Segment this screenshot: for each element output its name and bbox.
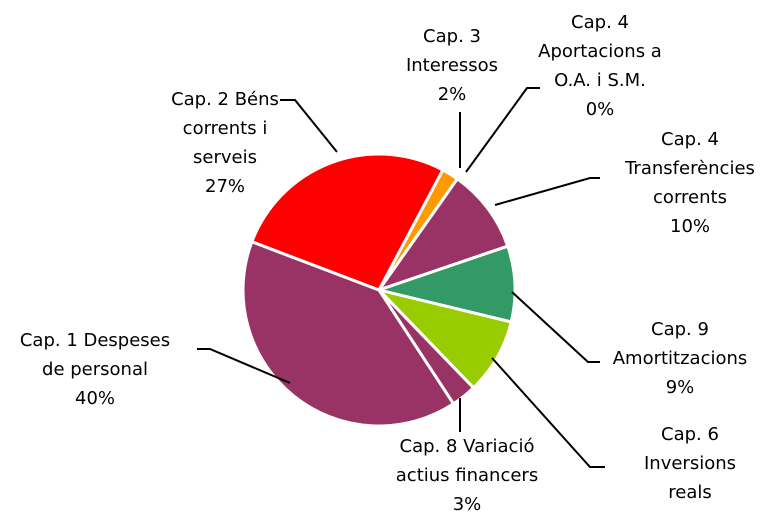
leader-line bbox=[197, 348, 291, 384]
category-label: Cap. 9 Amortitzacions bbox=[612, 319, 748, 369]
leader-line bbox=[494, 177, 600, 206]
value-label: 0% bbox=[585, 99, 615, 120]
slice-label: Cap. 9 Amortitzacions 9% bbox=[613, 315, 748, 402]
pie-slice bbox=[250, 152, 445, 292]
category-label: Cap. 4 Transferències corrents bbox=[625, 129, 755, 208]
leader-line bbox=[511, 291, 600, 363]
slice-label: Cap. 2 Béns corrents i serveis 27% bbox=[171, 85, 279, 201]
category-label: Cap. 2 Béns corrents i serveis bbox=[171, 89, 279, 168]
category-label: Cap. 1 Despeses de personal bbox=[19, 330, 171, 380]
value-label: 40% bbox=[74, 388, 116, 409]
value-label: 9% bbox=[665, 377, 695, 398]
category-label: Cap. 6 Inversions reals bbox=[643, 424, 737, 503]
value-label: 9% bbox=[644, 507, 736, 513]
leader-line bbox=[491, 357, 605, 468]
category-label: Cap. 8 Variació actius financers bbox=[395, 436, 539, 486]
value-label: 27% bbox=[204, 176, 246, 197]
pie-slice bbox=[377, 177, 510, 292]
slice-label: Cap. 1 Despeses de personal 40% bbox=[20, 326, 170, 413]
category-label: Cap. 4 Aportacions a O.A. i S.M. bbox=[538, 12, 662, 91]
slice-label: Cap. 3 Interessos 2% bbox=[406, 22, 498, 109]
leader-line bbox=[465, 87, 540, 173]
pie-slice bbox=[241, 240, 455, 428]
slice-label: Cap. 4 Aportacions a O.A. i S.M. 0% bbox=[538, 8, 662, 124]
slice-label: Cap. 8 Variació actius financers 3% bbox=[396, 432, 538, 513]
slice-label: Cap. 4 Transferències corrents 10% bbox=[625, 125, 755, 241]
value-label: 2% bbox=[437, 84, 467, 105]
value-label: 10% bbox=[669, 216, 711, 237]
slice-label: Cap. 6 Inversions reals 9% bbox=[644, 420, 736, 513]
leader-line bbox=[280, 99, 338, 153]
value-label: 3% bbox=[452, 494, 482, 513]
category-label: Cap. 3 Interessos bbox=[405, 26, 499, 76]
